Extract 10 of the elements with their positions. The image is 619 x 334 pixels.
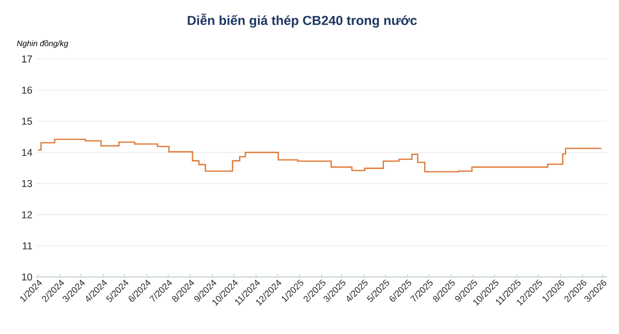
y-axis-title: Nghin đồng/kg: [16, 40, 68, 48]
chart-title: Diễn biến giá thép CB240 trong nước: [188, 13, 417, 28]
y-tick-label: 11: [22, 242, 32, 250]
y-tick-label: 12: [22, 211, 32, 218]
y-tick-label: 14: [22, 148, 32, 156]
y-tick-label: 15: [22, 118, 32, 125]
y-tick-label: 16: [22, 86, 32, 94]
y-tick-label: 10: [22, 273, 32, 281]
y-tick-label: 17: [22, 56, 32, 62]
y-tick-label: 13: [22, 180, 32, 188]
